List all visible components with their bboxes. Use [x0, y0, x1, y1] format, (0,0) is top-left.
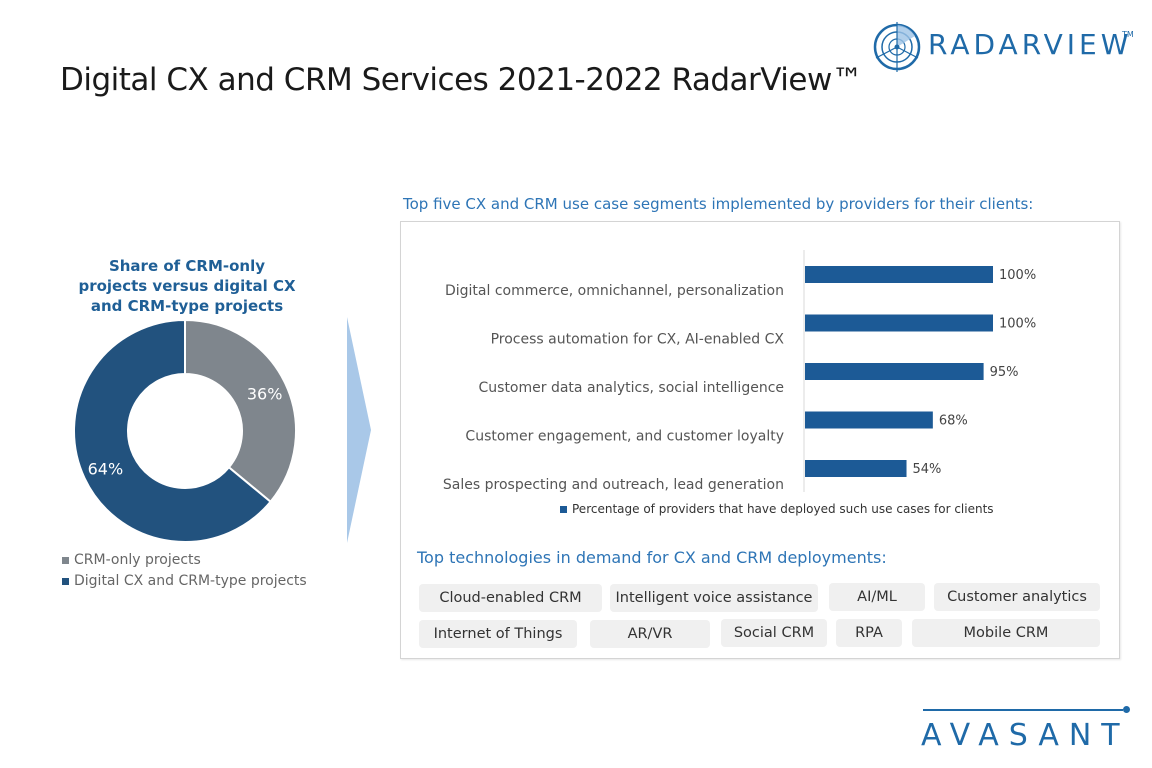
- donut-value-label: 36%: [247, 385, 283, 404]
- bar-chart-heading: Top five CX and CRM use case segments im…: [403, 195, 1034, 213]
- bar-category-label: Customer data analytics, social intellig…: [479, 380, 785, 396]
- bar-chart-legend: Percentage of providers that have deploy…: [560, 502, 994, 516]
- bar: [805, 411, 933, 429]
- legend-swatch: [560, 505, 567, 513]
- bar-category-label: Process automation for CX, AI-enabled CX: [491, 332, 785, 348]
- legend-label: Digital CX and CRM-type projects: [74, 573, 307, 589]
- donut-chart: 36% 64%: [73, 318, 297, 543]
- legend-label: CRM-only projects: [74, 552, 201, 568]
- radar-icon: [873, 22, 921, 72]
- tech-chip: Cloud-enabled CRM: [419, 584, 602, 612]
- radarview-wordmark: RADARVIEW: [928, 28, 1133, 61]
- bar: [805, 460, 907, 477]
- tech-chip: AR/VR: [590, 620, 710, 648]
- tech-chip: Intelligent voice assistance: [610, 584, 818, 612]
- donut-title-line: projects versus digital CX: [78, 277, 296, 295]
- trademark-mark: TM: [1122, 30, 1134, 39]
- bar-value-label: 54%: [913, 462, 942, 477]
- bar: [805, 363, 984, 380]
- bar-value-label: 100%: [999, 268, 1036, 283]
- chevron-arrow-icon: [347, 317, 371, 543]
- donut-slice: [73, 318, 272, 543]
- bar-category-label: Sales prospecting and outreach, lead gen…: [443, 477, 784, 493]
- donut-title-line: Share of CRM-only: [108, 257, 266, 275]
- tech-chip: Internet of Things: [419, 620, 577, 648]
- tech-chip: Social CRM: [721, 619, 827, 647]
- bar-value-label: 95%: [990, 365, 1019, 380]
- technologies-heading: Top technologies in demand for CX and CR…: [417, 548, 887, 567]
- legend-swatch: [62, 557, 69, 564]
- tech-chip: AI/ML: [829, 583, 925, 611]
- bar-chart: Digital commerce, omnichannel, personali…: [443, 250, 1036, 493]
- tech-chip: Mobile CRM: [912, 619, 1100, 647]
- donut-title-line: and CRM-type projects: [90, 297, 284, 315]
- bar-value-label: 100%: [999, 317, 1036, 332]
- logo-line: [923, 709, 1123, 711]
- tech-chip: Customer analytics: [934, 583, 1100, 611]
- bar-category-label: Customer engagement, and customer loyalt…: [465, 429, 784, 445]
- tech-chip: RPA: [836, 619, 902, 647]
- donut-value-label: 64%: [88, 459, 124, 478]
- avasant-wordmark: AVASANT: [921, 718, 1130, 753]
- donut-slice: [184, 318, 297, 504]
- donut-legend: CRM-only projects Digital CX and CRM-typ…: [62, 550, 307, 592]
- radarview-logo: RADARVIEW TM: [870, 20, 1140, 76]
- legend-label: Percentage of providers that have deploy…: [572, 502, 994, 516]
- logo-dot: [1123, 706, 1130, 713]
- legend-item-digital-cx: Digital CX and CRM-type projects: [62, 571, 307, 592]
- legend-swatch: [62, 578, 69, 585]
- avasant-logo: AVASANT: [915, 700, 1135, 756]
- bar-category-label: Digital commerce, omnichannel, personali…: [445, 283, 784, 299]
- page-title: Digital CX and CRM Services 2021-2022 Ra…: [60, 62, 863, 98]
- bar-value-label: 68%: [939, 414, 968, 429]
- bar: [805, 314, 993, 332]
- bar: [805, 266, 993, 283]
- legend-item-crm-only: CRM-only projects: [62, 550, 307, 571]
- donut-chart-title: Share of CRM-only projects versus digita…: [62, 256, 312, 316]
